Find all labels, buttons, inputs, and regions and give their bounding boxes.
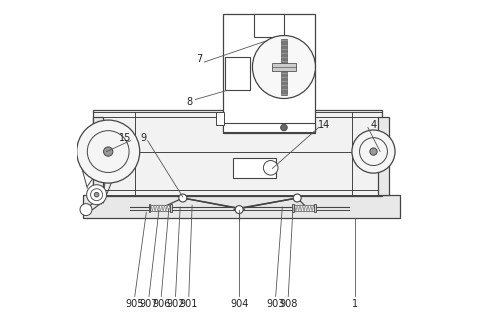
Text: 8: 8 <box>186 97 192 107</box>
Circle shape <box>80 204 92 215</box>
Text: 15: 15 <box>119 133 131 143</box>
Bar <box>378 117 388 195</box>
Bar <box>272 63 295 71</box>
Text: 4: 4 <box>370 120 376 130</box>
Bar <box>254 14 283 37</box>
Text: 7: 7 <box>196 54 202 64</box>
Bar <box>225 57 250 90</box>
Circle shape <box>252 36 315 99</box>
Text: 905: 905 <box>125 299 144 309</box>
Bar <box>93 110 381 196</box>
Circle shape <box>94 192 99 197</box>
Bar <box>314 204 316 212</box>
Text: 906: 906 <box>152 299 170 309</box>
Circle shape <box>76 120 139 183</box>
Text: 903: 903 <box>266 299 284 309</box>
Text: 14: 14 <box>317 120 329 130</box>
Text: 902: 902 <box>166 299 184 309</box>
Circle shape <box>369 148 377 155</box>
Text: 907: 907 <box>139 299 158 309</box>
Circle shape <box>280 124 287 131</box>
Circle shape <box>235 206 242 213</box>
Circle shape <box>87 185 106 205</box>
Text: 9: 9 <box>140 133 146 143</box>
Text: 901: 901 <box>179 299 197 309</box>
Text: 1: 1 <box>351 299 358 309</box>
Bar <box>83 195 399 218</box>
Bar <box>92 117 103 195</box>
Text: 904: 904 <box>229 299 248 309</box>
Bar <box>149 204 150 212</box>
Bar <box>222 14 315 133</box>
Circle shape <box>293 194 301 202</box>
Bar <box>170 204 171 212</box>
Bar <box>222 124 315 132</box>
Bar <box>280 39 287 95</box>
Circle shape <box>104 147 113 156</box>
Bar <box>150 205 171 211</box>
Circle shape <box>263 161 277 175</box>
Bar <box>215 112 224 125</box>
Circle shape <box>351 130 394 173</box>
Text: 908: 908 <box>278 299 297 309</box>
Circle shape <box>179 194 186 202</box>
Bar <box>292 204 293 212</box>
Bar <box>293 205 314 211</box>
Bar <box>232 158 275 178</box>
